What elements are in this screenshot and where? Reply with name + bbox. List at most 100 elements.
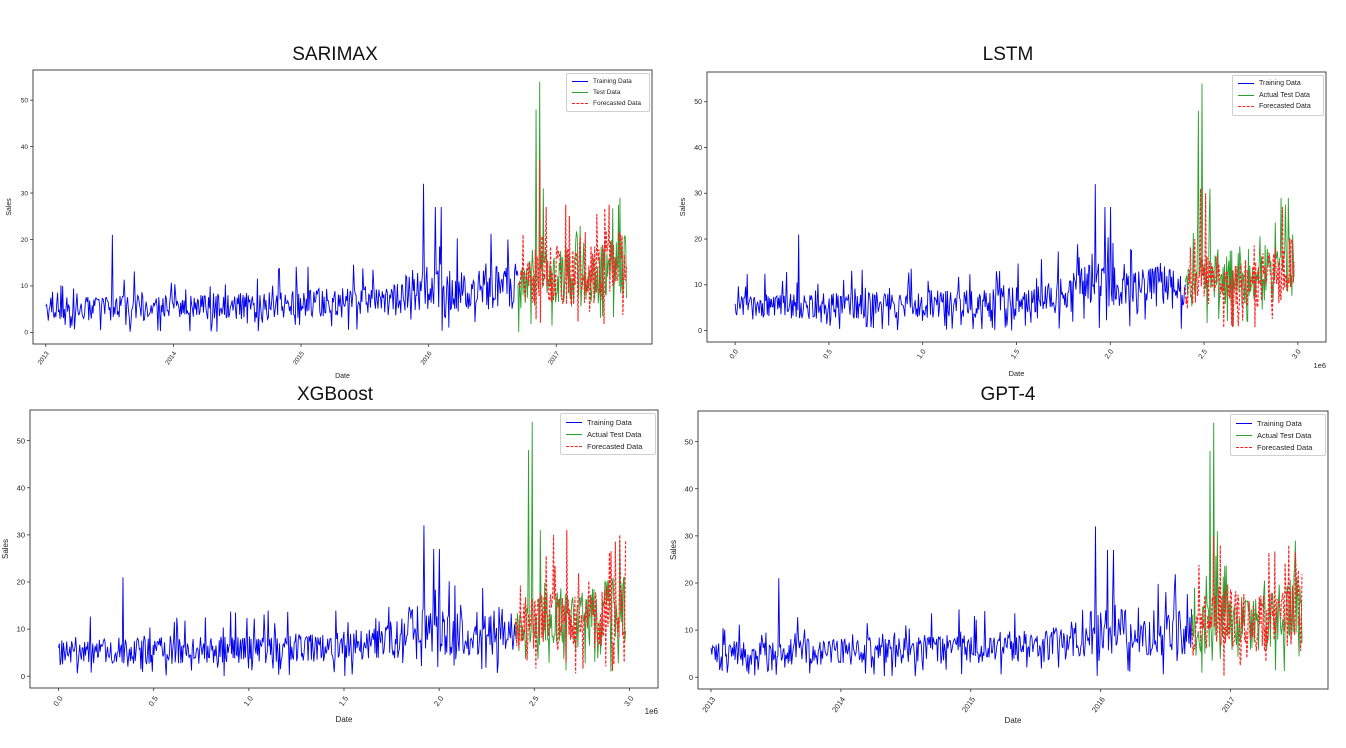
series-group: [45, 81, 628, 333]
y-tick-label: 30: [685, 531, 693, 540]
legend-swatch: [566, 433, 582, 435]
legend-swatch: [566, 421, 582, 423]
series-group: [710, 422, 1303, 677]
sarimax-plot: 0 10 20 30 40 50 2013 2014 2015 2016 2017 Date Sales: [6, 69, 653, 380]
x-tick-label: 1.5: [1010, 348, 1021, 360]
x-axis-label: Date: [335, 373, 350, 380]
y-tick-label: 50: [694, 99, 702, 106]
legend-label: Training Data: [593, 78, 632, 85]
y-axis-label: Sales: [678, 197, 687, 216]
series-line-training-data: [45, 183, 519, 332]
y-tick-label: 20: [21, 237, 29, 244]
gpt4-plot: 0 10 20 30 40 50 2013 2014 2015 2016 2017 Date Sales: [669, 410, 1329, 725]
x-tick-label: 2014: [830, 695, 847, 714]
legend-swatch: [1238, 83, 1254, 85]
legend: Training Data Actual Test Data Forecasted …: [560, 413, 656, 455]
series-line-test-data: [517, 81, 627, 333]
y-tick-label: 0: [698, 328, 702, 335]
series-line-training-data: [710, 526, 1193, 677]
x-tick-label: 2014: [164, 350, 178, 366]
legend: Training Data Actual Test Data Forecasted …: [1232, 75, 1324, 116]
legend-swatch: [1238, 106, 1254, 108]
series-group: [734, 83, 1295, 331]
x-tick-label: 2016: [1090, 695, 1107, 714]
legend-label: Forecasted Data: [593, 100, 642, 107]
y-tick-label: 0: [21, 672, 25, 681]
legend-entry: Actual Test Data: [566, 428, 650, 440]
y-tick-label: 40: [694, 145, 702, 152]
legend-label: Test Data: [593, 89, 621, 96]
y-tick-label: 10: [21, 283, 29, 290]
x-tick-label: 2015: [960, 695, 977, 714]
legend: Training Data Test Data Forecasted Data: [566, 73, 650, 112]
xgboost-chart-panel: XGBoost 0 10 20 30 40 50 0.0 0.5 1.0 1.5 2.0 2.5 3.0…: [0, 376, 670, 748]
series-line-forecasted-data: [514, 530, 627, 674]
legend: Training Data Actual Test Data Forecasted …: [1230, 414, 1326, 456]
lstm-chart-panel: LSTM 0 10 20 30 40 50 0.0 0.5 1.0 1.5 2.0 2.5 3.0 1e6…: [670, 36, 1346, 378]
y-axis-label: Sales: [1, 539, 10, 559]
gpt4-chart-panel: GPT-4 0 10 20 30 40 50 2013 2014 2015 2016 2017 Dat…: [669, 376, 1346, 748]
legend-entry: Training Data: [566, 416, 650, 428]
x-tick-label: 0.0: [51, 694, 64, 708]
x-tick-label: 2.5: [527, 694, 540, 708]
x-tick-label: 1.5: [337, 694, 350, 708]
x-tick-label: 2.5: [1198, 348, 1209, 360]
legend-swatch: [572, 92, 588, 93]
chart-title: SARIMAX: [292, 44, 378, 65]
legend-label: Forecasted Data: [587, 441, 643, 451]
series-line-actual-test-data: [1191, 422, 1303, 673]
x-tick-label: 3.0: [1291, 348, 1302, 360]
x-tick-label: 2016: [420, 350, 434, 366]
series-group: [58, 421, 627, 677]
y-tick-label: 20: [694, 236, 702, 243]
x-axis-label: Date: [336, 715, 353, 724]
x-tick-label: 2.0: [432, 694, 445, 708]
legend-label: Actual Test Data: [1257, 430, 1312, 440]
x-tick-label: 1.0: [242, 694, 255, 708]
legend-label: Actual Test Data: [1259, 91, 1310, 99]
y-tick-label: 10: [685, 626, 693, 635]
x-tick-label: 3.0: [622, 694, 635, 708]
lstm-plot: 0 10 20 30 40 50 0.0 0.5 1.0 1.5 2.0 2.5 3.0 1e6 Date S…: [678, 71, 1327, 378]
x-axis-label: Date: [1009, 369, 1025, 378]
x-tick-label: 2013: [37, 350, 51, 366]
legend-entry: Training Data: [1236, 417, 1320, 429]
legend-entry: Actual Test Data: [1238, 90, 1318, 102]
y-tick-label: 50: [21, 97, 29, 104]
y-axis-label: Sales: [6, 198, 13, 216]
y-tick-label: 40: [685, 484, 693, 493]
y-tick-label: 20: [685, 579, 693, 588]
legend-entry: Actual Test Data: [1236, 429, 1320, 441]
x-offset-label: 1e6: [1313, 361, 1326, 370]
plot-frame: [32, 69, 653, 345]
y-tick-label: 50: [685, 437, 693, 446]
x-tick-label: 0.5: [823, 348, 834, 360]
x-tick-label: 2015: [292, 350, 306, 366]
legend-swatch: [1236, 434, 1252, 436]
legend-label: Training Data: [587, 417, 632, 427]
legend-entry: Training Data: [1238, 78, 1318, 90]
y-tick-label: 40: [17, 483, 25, 492]
x-tick-label: 1.0: [916, 348, 927, 360]
x-tick-label: 2.0: [1104, 348, 1115, 360]
legend-swatch: [572, 81, 588, 82]
legend-label: Training Data: [1259, 80, 1301, 88]
x-tick-label: 2017: [1220, 695, 1237, 714]
y-tick-label: 30: [21, 190, 29, 197]
legend-label: Actual Test Data: [587, 429, 642, 439]
legend-entry: Forecasted Data: [1238, 101, 1318, 113]
series-line-forecasted-data: [1184, 188, 1295, 328]
legend-swatch: [1236, 446, 1252, 448]
y-tick-label: 30: [694, 191, 702, 198]
x-axis-label: Date: [1005, 716, 1022, 725]
legend-swatch: [572, 103, 588, 104]
x-offset-label: 1e6: [645, 707, 659, 716]
y-tick-label: 40: [21, 144, 29, 151]
xgboost-plot: 0 10 20 30 40 50 0.0 0.5 1.0 1.5 2.0 2.5 3.0 1e6 Date S…: [1, 409, 659, 724]
legend-swatch: [1238, 94, 1254, 96]
y-tick-label: 10: [694, 282, 702, 289]
legend-entry: Forecasted Data: [566, 440, 650, 452]
y-tick-label: 0: [689, 673, 693, 682]
legend-swatch: [1236, 422, 1252, 424]
chart-title: XGBoost: [296, 384, 374, 405]
